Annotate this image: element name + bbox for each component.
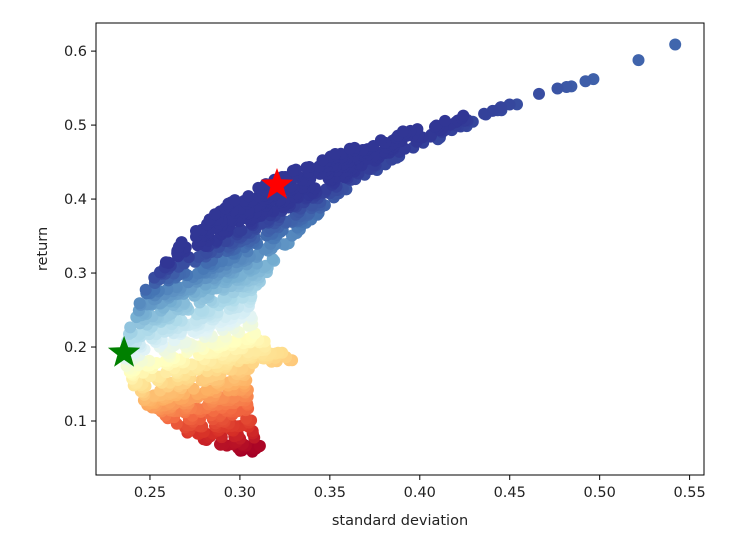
portfolio-point [124,321,137,334]
portfolio-point [300,161,313,174]
y-tick-label: 0.5 [64,118,87,134]
highlight-markers [107,168,294,367]
portfolio-point [235,224,248,237]
y-tick-label: 0.1 [64,414,87,430]
portfolio-point [397,125,409,138]
portfolio-point [242,190,255,203]
portfolio-point [228,194,241,207]
x-axis-ticks: 0.25 0.30 0.35 0.40 0.45 0.50 0.55 [134,475,706,501]
axes-frame [95,22,705,476]
portfolio-point [478,107,491,120]
portfolio-point [551,82,564,95]
portfolio-point [139,283,152,296]
y-axis-ticks: 0.1 0.2 0.3 0.4 0.5 0.6 [64,44,96,430]
portfolio-point [669,38,682,51]
portfolio-point [560,81,573,93]
x-tick-label: 0.50 [584,485,616,501]
scatter-points [118,38,682,458]
y-tick-label: 0.2 [64,340,87,356]
portfolio-point [252,181,265,194]
portfolio-point [329,148,342,160]
min-volatility-star-icon [107,335,141,367]
x-tick-label: 0.35 [314,485,346,501]
y-tick-label: 0.4 [64,192,87,208]
portfolio-point [175,236,188,249]
portfolio-point [240,412,253,425]
max-sharpe-star-icon [260,168,294,199]
x-tick-label: 0.55 [673,485,705,501]
portfolio-point [316,154,329,167]
x-axis-label: standard deviation [332,513,468,529]
portfolio-point [457,109,470,122]
x-tick-label: 0.40 [404,485,436,501]
portfolio-point [286,164,299,177]
portfolio-point [190,225,202,237]
x-tick-label: 0.30 [224,485,256,501]
y-tick-label: 0.6 [64,44,87,60]
portfolio-point [159,256,172,269]
portfolio-point [439,114,451,127]
x-tick-label: 0.45 [494,485,526,501]
portfolio-point [579,75,592,88]
portfolio-point [374,134,387,147]
portfolio-point [133,297,146,310]
portfolio-point [209,208,221,221]
y-tick-label: 0.3 [64,266,87,282]
y-axis-label: return [35,227,51,271]
portfolio-point [533,87,545,100]
portfolio-point [343,142,356,155]
x-tick-label: 0.25 [134,485,166,501]
portfolio-point [170,281,183,294]
portfolio-point [632,54,645,67]
